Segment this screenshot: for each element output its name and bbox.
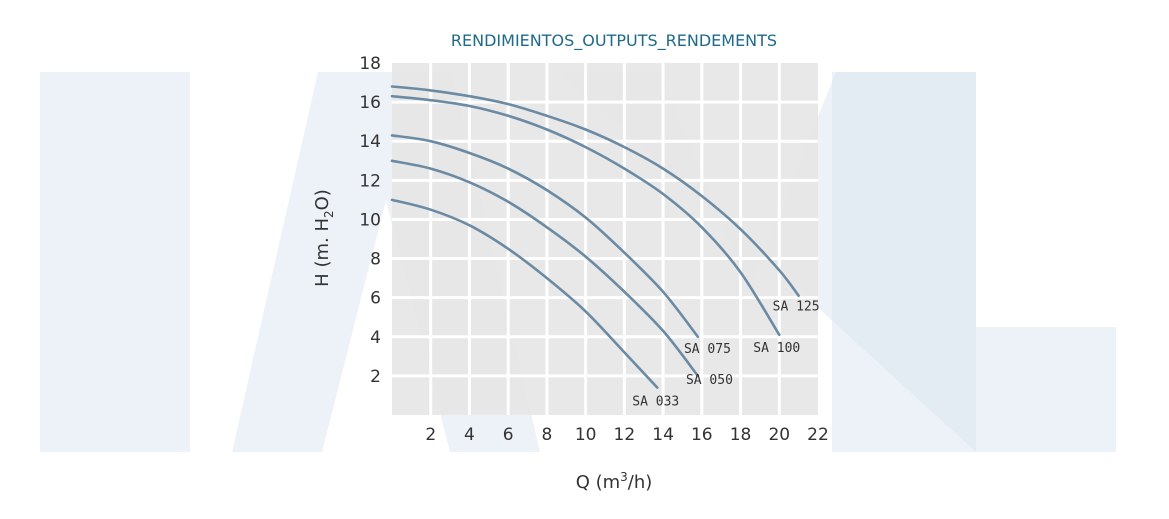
chart-title: RENDIMIENTOS_OUTPUTS_RENDEMENTS — [451, 31, 777, 51]
series-curve-sa-075 — [390, 134, 700, 339]
series-curves — [390, 85, 800, 389]
y-tick-label: 16 — [359, 93, 381, 113]
y-axis-label: H (m. H2O) — [312, 189, 336, 287]
y-tick-label: 14 — [359, 132, 381, 152]
x-tick-label: 4 — [464, 425, 475, 445]
x-tick-label: 20 — [768, 425, 790, 445]
series-curve-sa-125 — [390, 85, 800, 297]
x-tick-label: 14 — [652, 425, 674, 445]
y-tick-label: 4 — [370, 328, 381, 348]
series-label-sa-100: SA 100 — [753, 341, 800, 356]
x-tick-label: 6 — [503, 425, 514, 445]
series-label-sa-075: SA 075 — [684, 342, 731, 357]
y-tick-label: 2 — [370, 367, 381, 387]
series-curve-sa-033 — [390, 198, 659, 389]
y-tick-label: 18 — [359, 54, 381, 74]
x-tick-label: 22 — [807, 425, 829, 445]
series-curve-sa-050 — [390, 159, 700, 378]
x-tick-label: 10 — [575, 425, 597, 445]
y-axis-ticks: 2 4 6 8 10 12 14 16 18 — [359, 54, 381, 387]
x-tick-label: 16 — [691, 425, 713, 445]
y-tick-label: 6 — [370, 289, 381, 309]
watermark-shape-3 — [832, 72, 1116, 452]
series-label-sa-125: SA 125 — [773, 300, 820, 315]
y-tick-label: 8 — [370, 250, 381, 270]
x-tick-label: 8 — [541, 425, 552, 445]
x-axis-ticks: 2 4 6 8 10 12 14 16 18 20 22 — [425, 425, 829, 445]
y-tick-label: 12 — [359, 171, 381, 191]
grid — [392, 63, 818, 415]
plot-area — [392, 63, 818, 415]
series-label-sa-050: SA 050 — [686, 373, 733, 388]
x-tick-label: 12 — [614, 425, 636, 445]
y-tick-label: 10 — [359, 210, 381, 230]
series-label-sa-033: SA 033 — [632, 395, 679, 410]
watermark-shape-0 — [40, 72, 190, 452]
x-tick-label: 18 — [730, 425, 752, 445]
series-curve-sa-100 — [390, 94, 781, 337]
series-labels: SA 033 SA 050 SA 075 SA 100 SA 125 — [632, 300, 819, 410]
x-tick-label: 2 — [425, 425, 436, 445]
x-axis-label: Q (m3/h) — [576, 470, 653, 493]
